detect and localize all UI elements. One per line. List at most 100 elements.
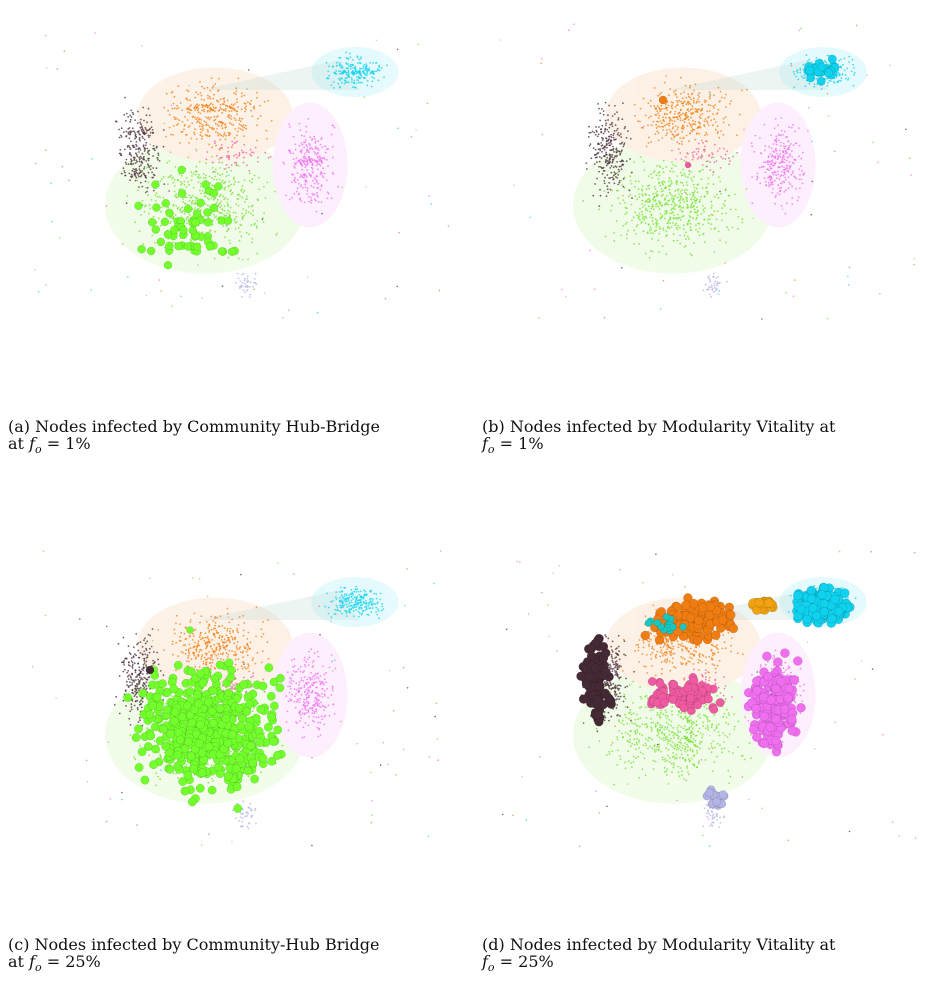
node-green [641, 185, 644, 187]
node-rose [721, 157, 724, 160]
node-violet [772, 187, 774, 190]
node-violet [775, 177, 778, 180]
node-dark [604, 160, 607, 163]
node-green [634, 185, 636, 188]
node-green [701, 205, 704, 207]
node-orange [249, 647, 251, 650]
node-cyan [354, 71, 356, 73]
node-violet [297, 668, 300, 671]
node-dark [605, 159, 607, 161]
node-orange [194, 128, 196, 131]
node-dark [131, 661, 134, 664]
node-orange [214, 107, 217, 110]
caption-a-prefix: at [8, 434, 30, 453]
node-green [208, 175, 211, 178]
node-violet [313, 193, 316, 196]
infected-node [816, 76, 826, 86]
node-green [641, 193, 644, 195]
node-orange [235, 87, 238, 90]
node-lavender [246, 275, 249, 278]
node-orange [219, 138, 222, 141]
node-orange [234, 119, 237, 121]
node-violet [310, 199, 313, 202]
node-orange [195, 107, 198, 110]
node-violet [763, 177, 766, 180]
node-orange [237, 624, 240, 626]
node-green [629, 175, 632, 178]
node-green [229, 206, 232, 209]
node-orange [692, 119, 694, 122]
node-orange [205, 653, 208, 656]
node-cyan [351, 78, 353, 81]
node-violet [328, 714, 331, 717]
node-outlier [798, 29, 800, 32]
node-lavender [713, 282, 716, 285]
node-cyan [838, 74, 841, 77]
node-green [669, 218, 671, 221]
node-dark [148, 157, 150, 160]
node-orange [216, 632, 218, 634]
node-green [669, 170, 672, 173]
node-green [222, 179, 224, 182]
node-orange [693, 89, 695, 92]
node-green [187, 181, 190, 183]
node-orange [703, 99, 706, 102]
node-dark [616, 127, 619, 130]
node-orange [691, 112, 694, 115]
node-green [721, 212, 723, 215]
infected-node [165, 208, 174, 218]
node-green [659, 184, 661, 187]
node-green [262, 221, 265, 223]
node-green [690, 254, 693, 257]
node-orange [208, 623, 211, 626]
node-green [245, 231, 248, 234]
node-green [188, 213, 191, 216]
node-dark [120, 136, 123, 138]
node-orange [198, 666, 201, 668]
node-orange [208, 143, 211, 146]
node-orange [206, 635, 209, 638]
node-green [242, 208, 245, 210]
node-orange [188, 653, 191, 655]
node-green [651, 217, 654, 219]
node-dark [146, 654, 149, 657]
node-green [701, 187, 704, 189]
node-dark [142, 663, 145, 666]
node-orange [687, 103, 690, 106]
node-cyan [373, 73, 375, 75]
node-orange [216, 616, 219, 619]
node-orange [238, 119, 240, 121]
node-dark [624, 126, 626, 128]
node-green [647, 232, 649, 235]
node-cyan [351, 81, 353, 83]
node-green [654, 199, 657, 202]
node-green [708, 218, 711, 221]
node-orange [704, 101, 706, 104]
node-orange [687, 95, 690, 98]
node-violet [779, 161, 782, 164]
node-rose [685, 160, 687, 163]
node-violet [311, 138, 314, 140]
node-green [219, 206, 221, 209]
node-green [233, 218, 236, 220]
node-violet [780, 129, 783, 132]
infected-node [174, 241, 183, 251]
node-violet [792, 123, 794, 126]
node-orange [213, 115, 216, 118]
node-dark [604, 146, 607, 149]
node-dark [139, 155, 142, 158]
node-violet [792, 144, 795, 147]
node-violet [287, 685, 289, 688]
node-orange [242, 629, 245, 632]
node-green [667, 203, 670, 206]
node-cyan [328, 65, 330, 68]
node-orange [210, 116, 212, 119]
node-outlier [143, 166, 146, 168]
node-outlier [246, 88, 248, 90]
node-orange [204, 632, 207, 635]
node-outlier [56, 68, 59, 70]
node-violet [314, 697, 317, 699]
node-orange [655, 127, 658, 129]
node-green [639, 156, 642, 159]
node-green [195, 170, 198, 173]
